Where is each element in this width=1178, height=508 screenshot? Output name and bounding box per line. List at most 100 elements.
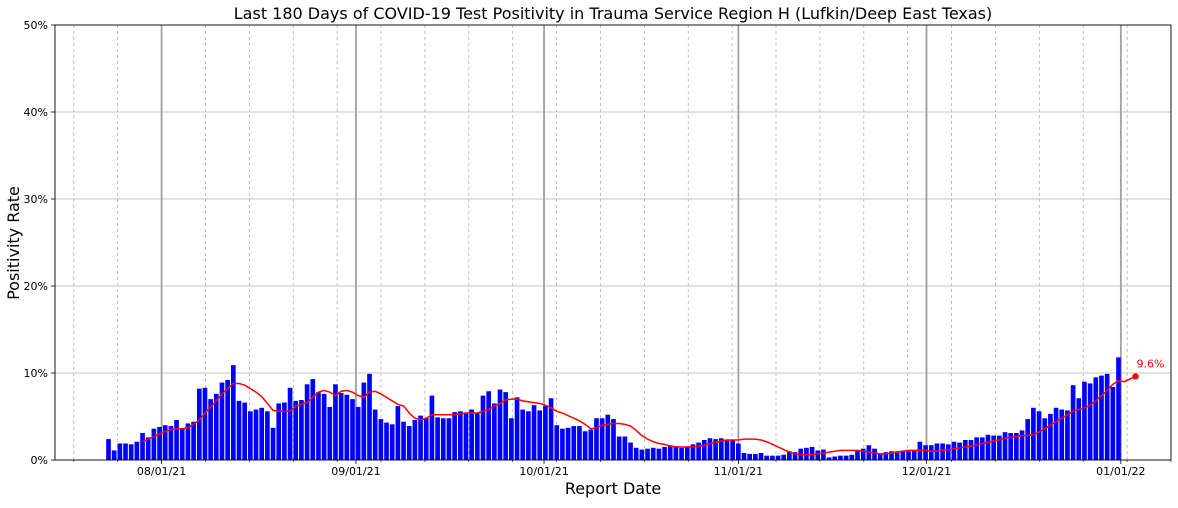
bar [543, 406, 548, 460]
bar [1082, 381, 1087, 460]
bar [560, 428, 565, 460]
bar [997, 435, 1002, 460]
bar [361, 382, 367, 460]
bar [1059, 409, 1065, 460]
end-point-marker [1132, 373, 1139, 380]
bar [753, 453, 758, 460]
bar [787, 451, 792, 460]
y-tick-label: 20% [24, 280, 48, 293]
bar [196, 388, 202, 460]
bar [747, 453, 753, 460]
bar [781, 454, 787, 460]
bar [979, 437, 985, 460]
bar [446, 418, 452, 460]
x-tick-label: 08/01/21 [137, 465, 186, 478]
bar [185, 423, 191, 460]
bar [571, 426, 577, 460]
bar [1014, 433, 1019, 460]
bar [202, 387, 208, 460]
bar [520, 409, 526, 460]
bar [1070, 385, 1076, 460]
bar [1099, 375, 1104, 460]
bar [1019, 430, 1025, 460]
moving-average-line [142, 375, 1136, 456]
bar [316, 392, 321, 460]
bar [321, 393, 327, 460]
bar [775, 455, 781, 460]
grid-layer [55, 25, 1172, 460]
bars-layer [106, 357, 1121, 460]
bar [531, 405, 537, 460]
bar [503, 392, 509, 460]
y-tick-label: 30% [24, 193, 48, 206]
bar [1042, 418, 1048, 460]
bar [435, 417, 440, 460]
bar [911, 450, 917, 460]
bar [293, 400, 299, 460]
bar [577, 426, 582, 460]
bar [826, 457, 832, 460]
bar [157, 426, 162, 460]
bar [526, 411, 531, 460]
bar [815, 450, 821, 460]
bar [128, 444, 134, 460]
bar [860, 448, 866, 460]
bar [213, 393, 219, 460]
bar [622, 436, 628, 460]
bar [486, 391, 491, 460]
bar [991, 435, 996, 460]
x-axis-label: Report Date [565, 479, 661, 498]
bar [611, 419, 616, 460]
bar [883, 452, 889, 460]
y-tick-label: 50% [24, 19, 48, 32]
bar [1008, 433, 1014, 460]
x-tick-label: 09/01/21 [331, 465, 380, 478]
bar [594, 418, 599, 460]
bar [1093, 377, 1099, 460]
bar [900, 450, 906, 460]
bar [673, 446, 679, 460]
bar [384, 422, 389, 460]
bar [616, 436, 622, 460]
bar [231, 365, 236, 460]
bar [106, 439, 111, 460]
bar [440, 418, 446, 460]
bar [906, 451, 911, 460]
bar [633, 447, 639, 460]
bar [282, 402, 287, 460]
bar [701, 439, 707, 460]
x-tick-label: 12/01/21 [902, 465, 951, 478]
bar [259, 407, 265, 460]
bar [741, 453, 747, 460]
bar [162, 425, 168, 460]
bar [242, 402, 248, 460]
bar [463, 413, 469, 460]
bar [151, 428, 157, 460]
bar [1048, 413, 1053, 460]
bar [140, 433, 145, 460]
bar [696, 442, 701, 460]
bar [821, 449, 826, 460]
bar [849, 454, 855, 460]
bar [117, 443, 123, 460]
bar [554, 425, 560, 460]
bar [928, 445, 934, 460]
bar [582, 431, 588, 460]
bar [1087, 383, 1093, 460]
bar [1002, 432, 1008, 460]
y-axis-label: Positivity Rate [4, 186, 23, 300]
bar [724, 439, 730, 460]
bar [179, 428, 185, 460]
bar [843, 455, 849, 460]
bar [350, 399, 355, 460]
bar [469, 409, 474, 460]
bar [236, 400, 242, 460]
bar [492, 403, 497, 460]
bar [667, 445, 673, 460]
bar [509, 418, 514, 460]
bar [344, 394, 350, 460]
bar [372, 409, 378, 460]
bar [889, 451, 894, 460]
bar [877, 453, 883, 460]
